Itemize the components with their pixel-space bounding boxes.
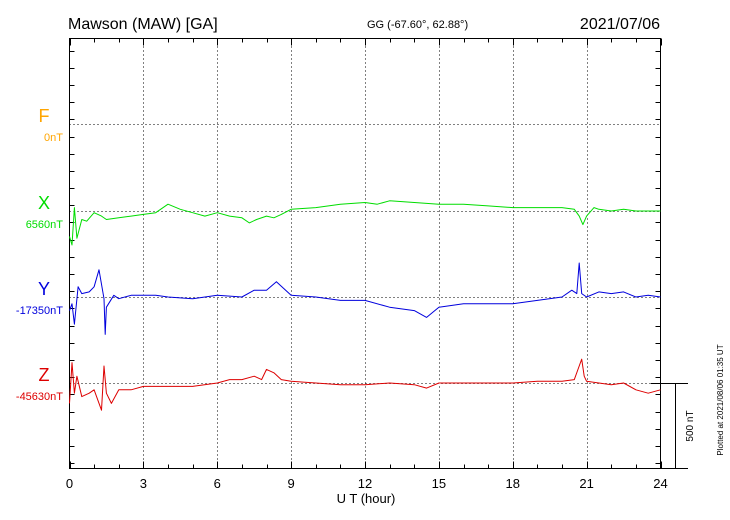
x-tick-labels: 0 3 6 9 12 15 18 21 24	[66, 476, 668, 491]
series-baseline-f: 0nT	[44, 132, 63, 144]
station-coords: GG (-67.60°, 62.88°)	[367, 19, 468, 31]
series-baseline-x: 6560nT	[26, 219, 64, 231]
x-tick-label: 0	[66, 476, 73, 491]
series-name-y: Y	[38, 279, 50, 299]
x-tick-label: 6	[214, 476, 221, 491]
plotted-at-note: Plotted at 2021/08/06 01:35 UT	[716, 344, 725, 455]
x-tick-label: 18	[506, 476, 520, 491]
x-tick-label: 3	[140, 476, 147, 491]
series-traces	[69, 200, 661, 411]
scale-bar: 500 nT	[651, 383, 696, 469]
series-baseline-y: -17350nT	[16, 305, 63, 317]
trace-y	[69, 262, 661, 335]
plot-date: 2021/07/06	[580, 16, 660, 33]
x-tick-label: 24	[653, 476, 667, 491]
series-name-x: X	[38, 193, 50, 213]
trace-x	[69, 200, 661, 246]
station-title: Mawson (MAW) [GA]	[68, 16, 218, 33]
x-tick-label: 15	[432, 476, 446, 491]
grid-lines	[69, 38, 661, 469]
x-tick-label: 9	[288, 476, 295, 491]
x-axis-label: U T (hour)	[337, 491, 396, 506]
trace-z	[69, 358, 661, 411]
axis-ticks	[69, 38, 662, 469]
series-name-f: F	[39, 106, 50, 126]
series-name-z: Z	[39, 365, 50, 385]
x-tick-label: 12	[358, 476, 372, 491]
scale-bar-label: 500 nT	[685, 410, 696, 441]
series-baseline-z: -45630nT	[16, 391, 63, 403]
x-tick-label: 21	[579, 476, 593, 491]
series-labels: F 0nT X 6560nT Y -17350nT Z -45630nT	[16, 106, 63, 403]
